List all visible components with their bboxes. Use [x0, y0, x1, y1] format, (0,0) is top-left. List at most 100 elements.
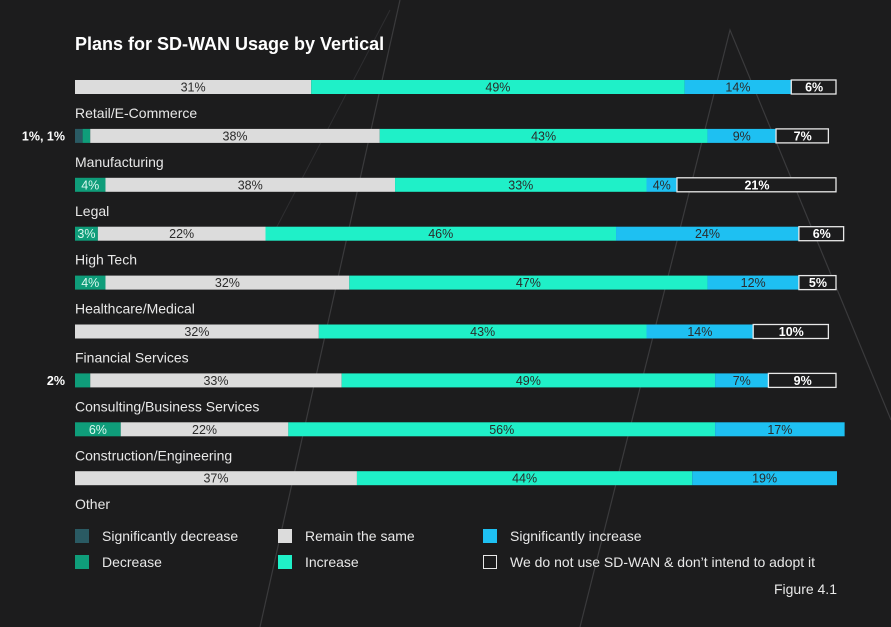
bar-segment-do-not-use: [752, 323, 830, 340]
bar-segment-increase: [288, 422, 716, 437]
legend-label: Remain the same: [305, 528, 415, 544]
bar-segment-increase: [265, 226, 617, 241]
bar-segment-label: 14%: [687, 325, 712, 339]
bar-segment-label: 14%: [725, 81, 750, 95]
category-label: Financial Services: [75, 350, 189, 366]
legend-label: Significantly increase: [510, 528, 642, 544]
bar-segment-label: 7%: [733, 374, 751, 388]
category-label: Legal: [75, 203, 109, 219]
bar-segment-significantly-decrease: [75, 128, 83, 143]
bar-segment-remain-the-same: [120, 422, 289, 437]
legend-item-decrease: Decrease: [75, 554, 162, 570]
bar-segment-significantly-increase: [707, 128, 777, 143]
category-label: Healthcare/Medical: [75, 301, 195, 317]
bar-segment-increase: [349, 275, 708, 290]
small-value-label: 2%: [47, 374, 65, 388]
category-label: Consulting/Business Services: [75, 398, 259, 414]
bar-segment-label: 22%: [169, 227, 194, 241]
legend-swatch: [278, 529, 292, 543]
bar-segment-decrease: [75, 275, 106, 290]
bar-segment-increase: [311, 80, 685, 94]
bar-segment-increase: [395, 177, 647, 192]
bar-segment-label: 5%: [809, 276, 827, 290]
category-label: Retail/E-Commerce: [75, 105, 197, 121]
chart-title: Plans for SD-WAN Usage by Vertical: [75, 34, 385, 54]
bar-segment-increase: [356, 471, 693, 486]
legend-swatch: [75, 529, 89, 543]
bar-segment-label: 19%: [752, 472, 777, 486]
bar-segment-label: 10%: [779, 325, 804, 339]
category-label: Manufacturing: [75, 154, 164, 170]
bar-segment-label: 24%: [695, 227, 720, 241]
bar-segment-do-not-use: [676, 177, 837, 193]
bar-segment-label: 38%: [238, 178, 263, 192]
legend-item-significantly-increase: Significantly increase: [483, 528, 642, 544]
bar-segment-label: 6%: [805, 81, 823, 95]
bar-segment-label: 6%: [89, 423, 107, 437]
bar-segment-label: 32%: [184, 325, 209, 339]
bar-segment-label: 33%: [508, 178, 533, 192]
bar-segment-significantly-increase: [715, 373, 769, 388]
bar-segment-remain-the-same: [90, 128, 380, 143]
bar-segment-decrease: [75, 373, 91, 388]
bar-segment-remain-the-same: [75, 324, 319, 339]
bar-segment-remain-the-same: [105, 177, 396, 192]
bar-segment-label: 43%: [470, 325, 495, 339]
bar-segment-significantly-increase: [692, 471, 837, 486]
bar-segment-increase: [318, 324, 647, 339]
bar-segment-remain-the-same: [75, 471, 357, 486]
bar-segment-remain-the-same: [105, 275, 350, 290]
legend-item-significantly-decrease: Significantly decrease: [75, 528, 238, 544]
bar-segment-do-not-use: [767, 372, 837, 389]
bar-segment-label: 49%: [485, 81, 510, 95]
bar-segment-label: 4%: [81, 178, 99, 192]
bar-segment-label: 7%: [794, 129, 812, 143]
legend-swatch: [75, 555, 89, 569]
bar-segment-label: 56%: [489, 423, 514, 437]
small-value-label: 1%, 1%: [22, 129, 65, 143]
bar-segment-do-not-use: [798, 226, 845, 242]
figure-caption: Figure 4.1: [773, 581, 837, 597]
legend-label: Significantly decrease: [102, 528, 239, 544]
legend-swatch: [278, 555, 292, 569]
bar-segment-label: 47%: [516, 276, 541, 290]
bar-segment-remain-the-same: [97, 226, 266, 241]
category-label: High Tech: [75, 252, 137, 268]
bar-segment-label: 44%: [512, 472, 537, 486]
bar-segment-significantly-increase: [715, 422, 845, 437]
bar-segment-label: 21%: [744, 178, 769, 192]
bar-segment-label: 12%: [741, 276, 766, 290]
legend-item-increase: Increase: [278, 554, 359, 570]
bar-segment-label: 32%: [215, 276, 240, 290]
legend-item-remain-the-same: Remain the same: [278, 528, 415, 544]
bar-segment-label: 9%: [794, 374, 812, 388]
legend-label: We do not use SD-WAN & don’t intend to a…: [510, 554, 816, 570]
legend-swatch: [483, 555, 497, 569]
bar-segment-significantly-increase: [707, 275, 799, 290]
legend-item-do-not-use: We do not use SD-WAN & don’t intend to a…: [483, 554, 815, 570]
legend-label: Decrease: [102, 554, 162, 570]
legend-swatch: [483, 529, 497, 543]
bar-segment-do-not-use: [790, 79, 837, 95]
bar-segment-label: 37%: [203, 472, 228, 486]
bar-segment-label: 4%: [81, 276, 99, 290]
bar-segment-do-not-use: [775, 128, 830, 144]
bar-segment-increase: [379, 128, 708, 143]
bar-segment-decrease: [75, 226, 98, 241]
bar-segment-significantly-increase: [684, 80, 792, 94]
bar-segment-label: 3%: [77, 227, 95, 241]
bar-segment-label: 43%: [531, 129, 556, 143]
bar-segment-label: 6%: [813, 227, 831, 241]
chart-legend: Significantly decrease Remain the same Sig…: [75, 528, 855, 580]
bar-segment-decrease: [75, 177, 106, 192]
bar-segment-decrease: [75, 422, 121, 437]
category-label: Construction/Engineering: [75, 447, 232, 463]
bar-segment-label: 4%: [653, 178, 671, 192]
bar-segment-label: 49%: [516, 374, 541, 388]
bar-segment-significantly-increase: [646, 324, 754, 339]
bar-segment-significantly-increase: [646, 177, 677, 192]
bar-segment-label: 38%: [223, 129, 248, 143]
bar-segment-do-not-use: [798, 274, 837, 291]
bar-segment-label: 9%: [733, 129, 751, 143]
